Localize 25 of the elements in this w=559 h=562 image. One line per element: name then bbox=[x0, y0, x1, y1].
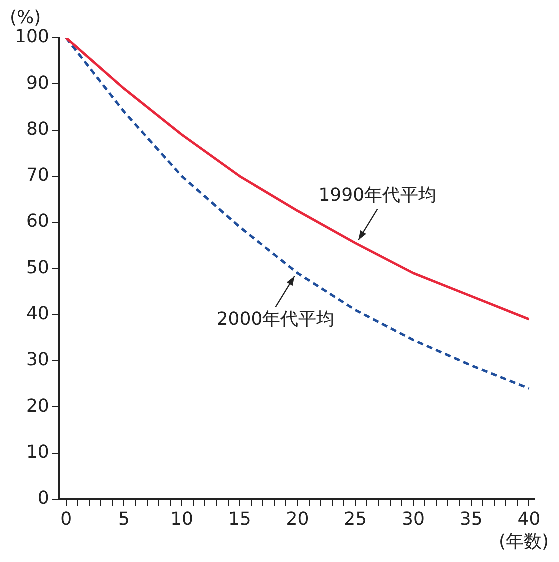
series-label: 1990年代平均 bbox=[318, 184, 437, 206]
x-tick-label: 20 bbox=[286, 508, 310, 530]
y-tick-label: 80 bbox=[26, 118, 50, 140]
series-label: 2000年代平均 bbox=[216, 308, 335, 330]
x-axis-title: (年数) bbox=[498, 532, 549, 553]
x-tick-label: 30 bbox=[402, 508, 425, 530]
y-tick-label: 10 bbox=[26, 442, 50, 463]
y-tick-label: 60 bbox=[26, 211, 50, 232]
x-tick-label: 5 bbox=[118, 508, 130, 530]
x-tick-label: 0 bbox=[60, 508, 72, 530]
x-tick-label: 35 bbox=[460, 508, 483, 530]
x-tick-label: 25 bbox=[344, 508, 368, 530]
y-tick-label: 90 bbox=[26, 72, 50, 94]
y-tick-label: 70 bbox=[26, 165, 50, 186]
x-tick-label: 10 bbox=[170, 508, 194, 530]
x-tick-label: 15 bbox=[228, 508, 252, 530]
y-tick-label: 100 bbox=[14, 26, 50, 48]
y-tick-label: 50 bbox=[26, 257, 50, 278]
y-tick-label: 0 bbox=[38, 488, 50, 510]
line-series bbox=[65, 38, 530, 390]
y-tick-label: 20 bbox=[26, 396, 50, 417]
x-tick-label: 40 bbox=[518, 508, 541, 530]
y-tick-label: 30 bbox=[26, 350, 50, 371]
y-axis-title: (%) bbox=[10, 8, 42, 29]
y-tick-label: 40 bbox=[26, 304, 50, 325]
